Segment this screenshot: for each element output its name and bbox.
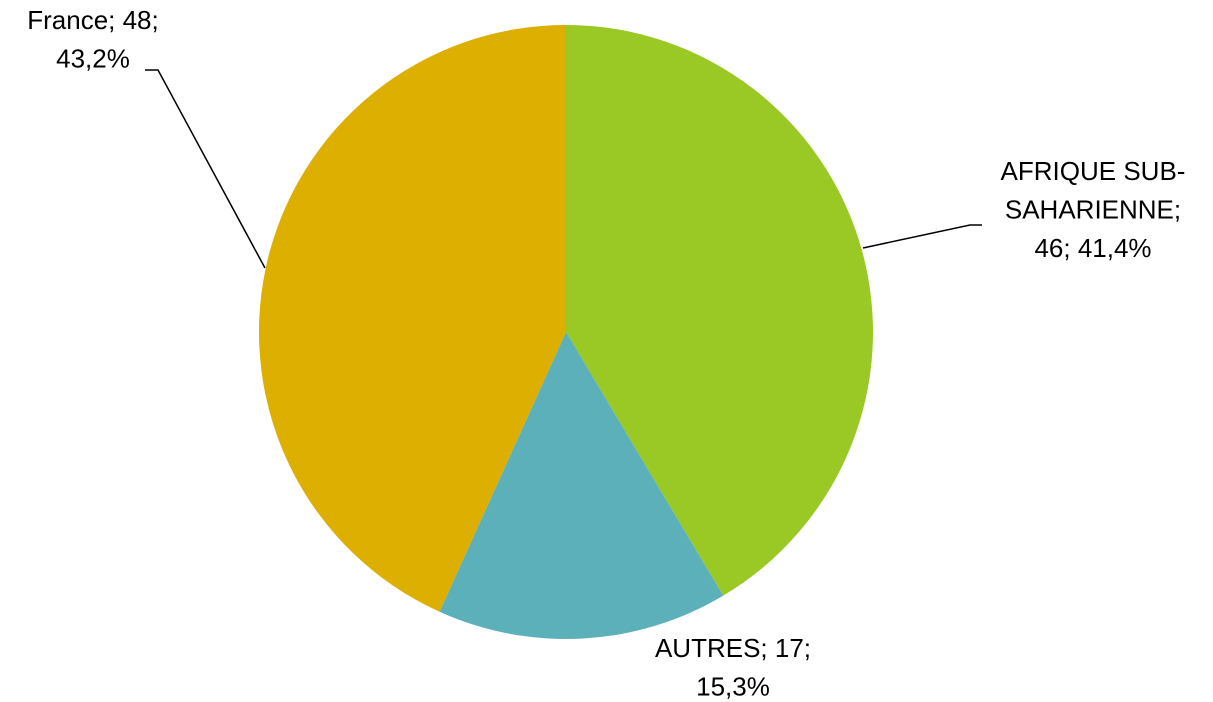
data-label: 15,3% bbox=[696, 671, 770, 701]
data-label: SAHARIENNE; bbox=[1005, 194, 1181, 224]
leader-line bbox=[145, 69, 266, 269]
pie-slice bbox=[439, 332, 724, 639]
data-label: AFRIQUE SUB- bbox=[1001, 156, 1186, 186]
data-label: AUTRES; 17; bbox=[655, 633, 811, 663]
leader-line bbox=[862, 224, 982, 249]
data-label: 43,2% bbox=[56, 43, 130, 73]
pie-slice bbox=[566, 25, 873, 596]
data-label: 46; 41,4% bbox=[1034, 233, 1151, 263]
pie-slice bbox=[259, 25, 566, 612]
data-label: France; 48; bbox=[27, 5, 159, 35]
